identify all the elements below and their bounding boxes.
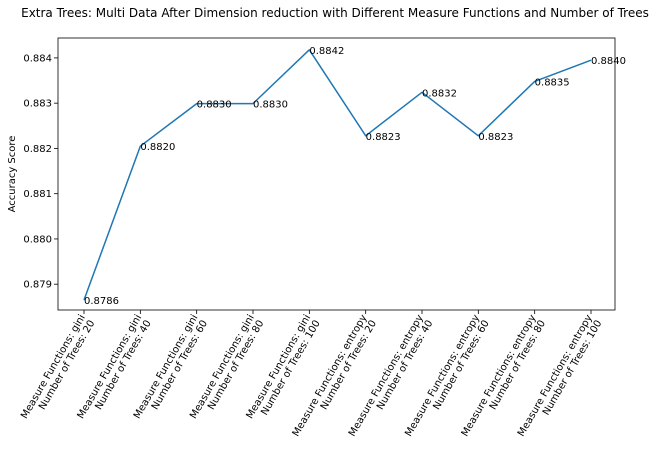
y-axis: 0.879 0.880 0.881 0.882 0.883 0.884 [23, 53, 58, 291]
data-label: 0.8823 [366, 132, 401, 143]
y-tick-label: 0.884 [23, 53, 52, 64]
y-tick-label: 0.883 [23, 99, 52, 110]
data-label: 0.8823 [478, 132, 513, 143]
x-tick-label-line: Measure Functions: gini [19, 313, 88, 421]
y-axis-label: Accuracy Score [7, 136, 18, 213]
y-tick-label: 0.882 [23, 144, 52, 155]
data-label: 0.8820 [140, 142, 175, 153]
plot-area-frame [57, 37, 616, 311]
data-label: 0.8842 [309, 46, 344, 57]
y-tick-label: 0.879 [23, 280, 52, 291]
data-label: 0.8830 [253, 100, 288, 111]
y-tick-label: 0.881 [23, 189, 52, 200]
series-line [83, 49, 592, 301]
data-label: 0.8786 [84, 296, 119, 307]
data-label: 0.8832 [422, 88, 457, 99]
data-label: 0.8830 [197, 100, 232, 111]
y-tick-label: 0.880 [23, 234, 52, 245]
data-label: 0.8840 [591, 56, 626, 67]
data-labels: 0.8786 0.8820 0.8830 0.8830 0.8842 0.8823 0.88… [84, 46, 626, 307]
data-label: 0.8835 [535, 77, 570, 88]
series-line-group [83, 49, 592, 301]
chart-title: Extra Trees: Multi Data After Dimension … [21, 6, 649, 20]
x-axis: Measure Functions: giniNumber of Trees: … [19, 310, 604, 439]
